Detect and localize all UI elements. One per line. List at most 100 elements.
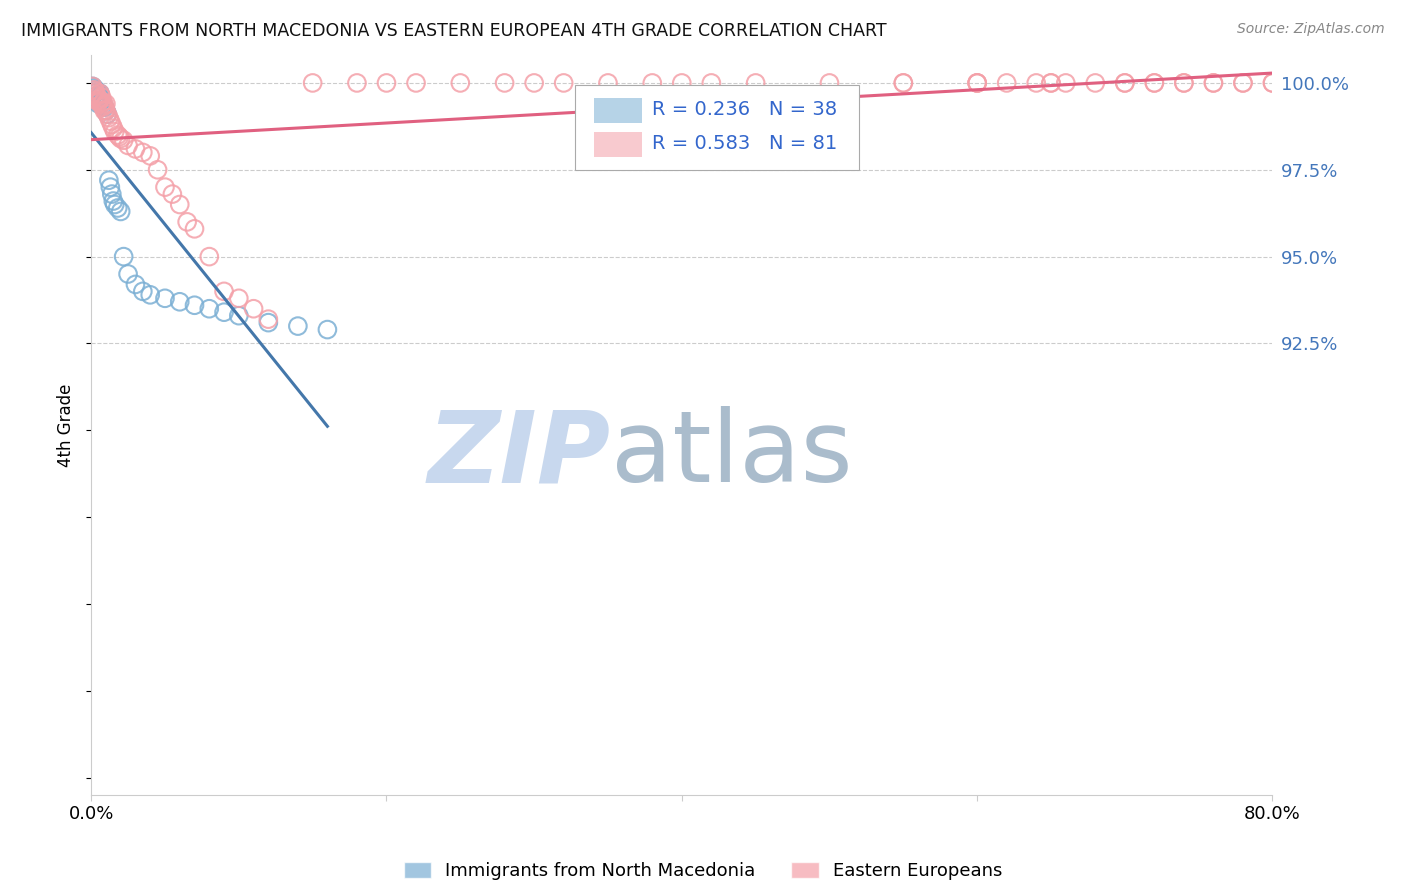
Point xyxy=(91,95,114,109)
Point xyxy=(112,250,135,264)
FancyBboxPatch shape xyxy=(595,98,641,123)
Point xyxy=(162,187,184,202)
Point xyxy=(87,95,110,109)
Point xyxy=(101,187,124,202)
Point xyxy=(132,145,155,160)
FancyBboxPatch shape xyxy=(595,132,641,157)
Point xyxy=(90,96,112,111)
Point xyxy=(1261,76,1284,90)
Point xyxy=(671,76,693,90)
Point xyxy=(346,76,368,90)
Point xyxy=(1261,76,1284,90)
Legend: Immigrants from North Macedonia, Eastern Europeans: Immigrants from North Macedonia, Eastern… xyxy=(396,855,1010,888)
Point xyxy=(83,87,105,101)
Point xyxy=(995,76,1018,90)
Point xyxy=(117,138,139,153)
Point xyxy=(110,204,132,219)
Point xyxy=(83,87,105,101)
FancyBboxPatch shape xyxy=(575,85,859,169)
Text: ZIP: ZIP xyxy=(427,406,612,503)
Point xyxy=(89,87,111,101)
Point xyxy=(198,250,221,264)
Point xyxy=(93,103,115,118)
Point xyxy=(139,149,162,163)
Point xyxy=(89,90,111,104)
Point xyxy=(87,91,110,105)
Point xyxy=(744,76,766,90)
Point xyxy=(87,88,110,103)
Point xyxy=(183,222,205,236)
Point xyxy=(966,76,988,90)
Point xyxy=(891,76,914,90)
Point xyxy=(1143,76,1166,90)
Point xyxy=(89,93,111,107)
Point xyxy=(1232,76,1254,90)
Point xyxy=(1084,76,1107,90)
Point xyxy=(1114,76,1136,90)
Text: IMMIGRANTS FROM NORTH MACEDONIA VS EASTERN EUROPEAN 4TH GRADE CORRELATION CHART: IMMIGRANTS FROM NORTH MACEDONIA VS EASTE… xyxy=(21,22,887,40)
Point xyxy=(90,90,112,104)
Point xyxy=(183,298,205,312)
Text: Source: ZipAtlas.com: Source: ZipAtlas.com xyxy=(1237,22,1385,37)
Point xyxy=(176,215,198,229)
Point xyxy=(103,121,125,136)
Point xyxy=(82,79,104,94)
Point xyxy=(84,83,107,97)
Point xyxy=(169,294,191,309)
Point xyxy=(94,96,117,111)
Point xyxy=(146,162,169,177)
Point xyxy=(84,90,107,104)
Point xyxy=(84,85,107,99)
Point xyxy=(405,76,427,90)
Point xyxy=(124,142,146,156)
Text: R = 0.236   N = 38: R = 0.236 N = 38 xyxy=(652,100,838,119)
Point xyxy=(198,301,221,316)
Point xyxy=(104,197,127,211)
Point xyxy=(153,291,176,305)
Point xyxy=(117,267,139,281)
Point xyxy=(169,197,191,211)
Point xyxy=(494,76,516,90)
Point xyxy=(287,319,309,334)
Point xyxy=(375,76,398,90)
Point xyxy=(86,93,108,107)
Point xyxy=(104,124,127,138)
Text: R = 0.583   N = 81: R = 0.583 N = 81 xyxy=(652,134,838,153)
Point xyxy=(641,76,664,90)
Point xyxy=(86,93,108,107)
Point xyxy=(83,83,105,97)
Point xyxy=(228,309,250,323)
Point xyxy=(107,201,129,215)
Point xyxy=(89,87,111,101)
Point xyxy=(966,76,988,90)
Point xyxy=(1025,76,1047,90)
Point xyxy=(1143,76,1166,90)
Point xyxy=(700,76,723,90)
Point xyxy=(96,107,118,121)
Point xyxy=(84,88,107,103)
Point xyxy=(108,129,131,144)
Point xyxy=(257,312,280,326)
Point xyxy=(301,76,323,90)
Text: atlas: atlas xyxy=(612,406,852,503)
Point xyxy=(91,100,114,114)
Point xyxy=(83,81,105,95)
Point xyxy=(90,96,112,111)
Point xyxy=(1173,76,1195,90)
Point xyxy=(86,85,108,99)
Point xyxy=(98,180,121,194)
Point xyxy=(891,76,914,90)
Point xyxy=(82,79,104,94)
Point xyxy=(98,114,121,128)
Y-axis label: 4th Grade: 4th Grade xyxy=(58,384,75,467)
Point xyxy=(94,103,117,118)
Point xyxy=(103,194,125,208)
Point xyxy=(1040,76,1063,90)
Point xyxy=(212,305,235,319)
Point xyxy=(553,76,575,90)
Point xyxy=(112,133,135,147)
Point xyxy=(212,285,235,299)
Point xyxy=(107,128,129,142)
Point xyxy=(139,288,162,302)
Point xyxy=(124,277,146,292)
